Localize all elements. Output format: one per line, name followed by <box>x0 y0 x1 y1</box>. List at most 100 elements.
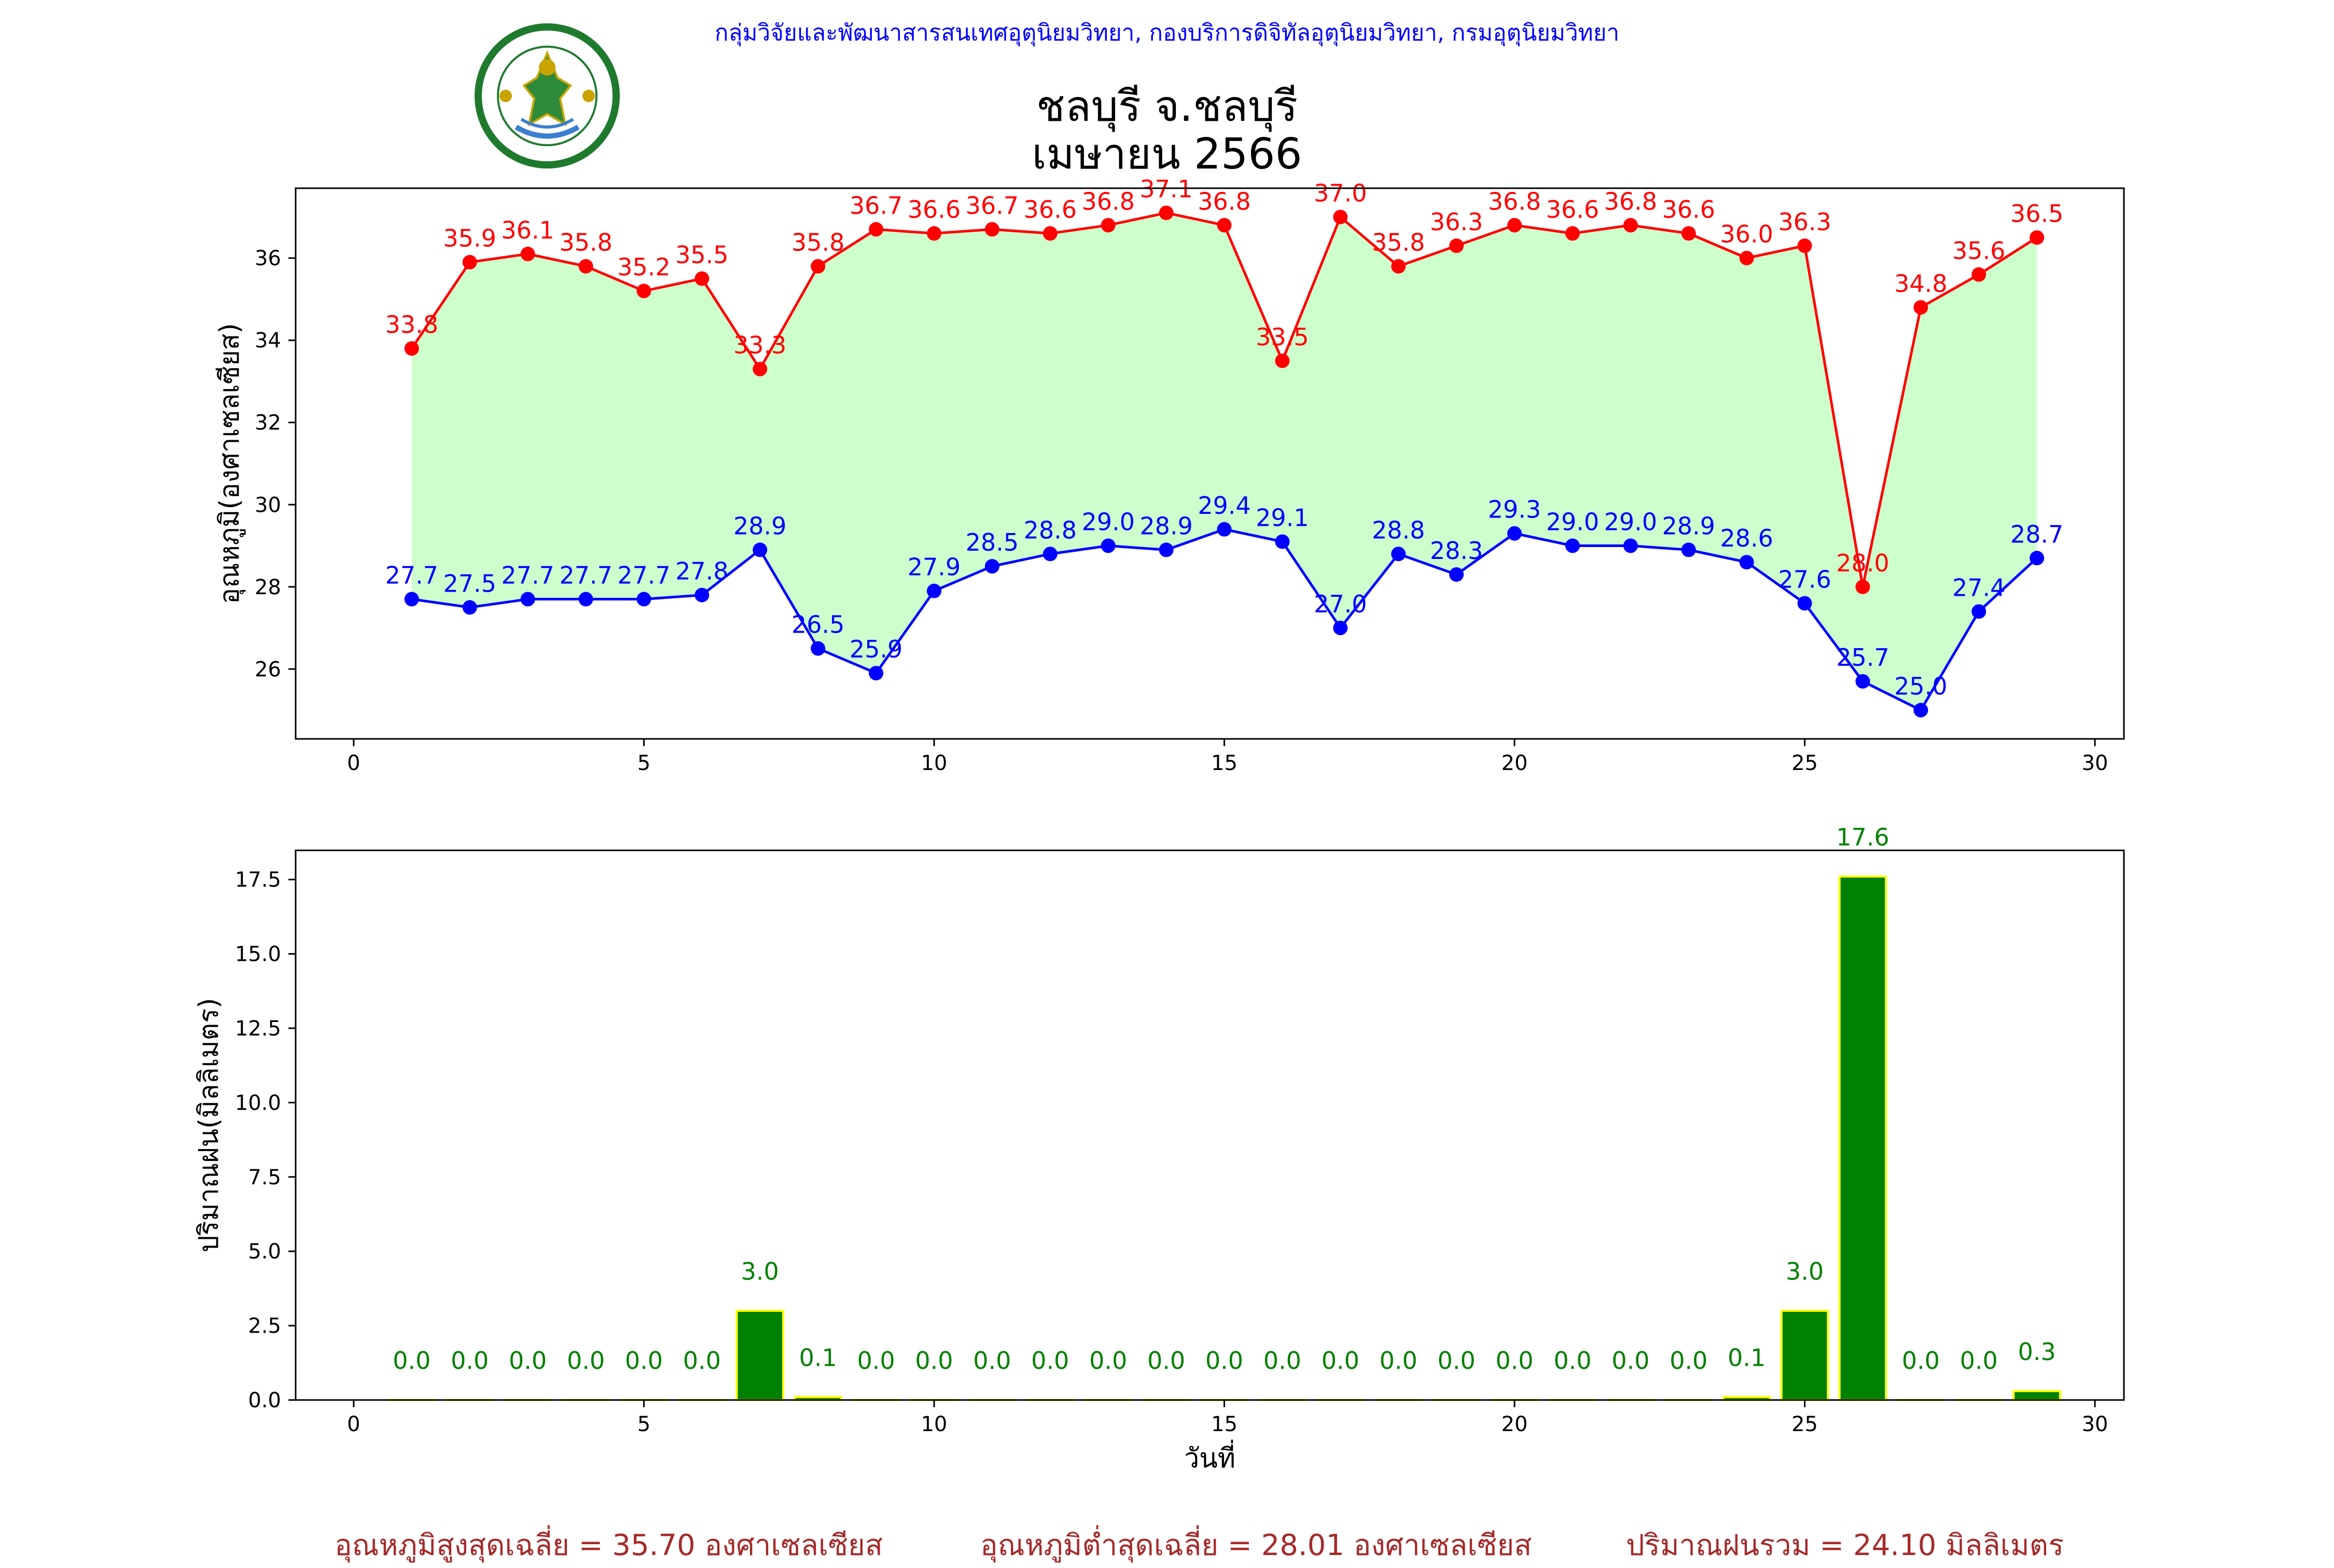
max-temp-point <box>463 255 477 270</box>
min-temp-label: 29.0 <box>1081 508 1134 536</box>
min-temp-label: 28.9 <box>1140 512 1192 540</box>
min-temp-label: 28.9 <box>733 512 786 540</box>
max-temp-label: 37.1 <box>1140 175 1192 203</box>
min-temp-label: 27.4 <box>1952 573 2005 601</box>
y-tick-label: 34 <box>255 329 281 353</box>
min-temp-label: 27.6 <box>1778 565 1831 593</box>
min-temp-point <box>1217 522 1231 537</box>
min-temp-point <box>753 542 767 557</box>
rain-value-label: 0.0 <box>1670 1347 1707 1375</box>
max-temp-point <box>1507 218 1522 232</box>
rain-value-label: 3.0 <box>1786 1257 1824 1285</box>
min-temp-label: 28.3 <box>1430 537 1483 565</box>
x-tick-label: 15 <box>1211 751 1238 775</box>
min-temp-label: 29.1 <box>1256 504 1309 532</box>
rain-value-label: 0.0 <box>683 1347 721 1375</box>
rain-value-label: 0.0 <box>1960 1347 1998 1375</box>
x-tick-label: 0 <box>347 1412 360 1436</box>
min-temp-label: 27.5 <box>443 569 496 597</box>
max-temp-label: 36.6 <box>1546 195 1599 223</box>
max-temp-label: 37.0 <box>1314 179 1367 207</box>
max-temp-point <box>1159 206 1174 220</box>
rain-value-label: 0.0 <box>1031 1347 1069 1375</box>
rain-value-label: 0.0 <box>973 1347 1011 1375</box>
min-temp-label: 28.6 <box>1720 524 1773 552</box>
min-temp-point <box>927 584 941 598</box>
summary-total-rain: ปริมาณฝนรวม = 24.10 มิลลิเมตร <box>1626 1522 2064 1568</box>
max-temp-label: 35.2 <box>617 253 670 281</box>
max-temp-label: 36.8 <box>1198 187 1251 215</box>
min-temp-point <box>1101 539 1116 553</box>
min-temp-point <box>1507 526 1522 541</box>
max-temp-point <box>753 362 767 376</box>
max-temp-label: 35.6 <box>1952 236 2005 264</box>
min-temp-point <box>636 592 651 607</box>
max-temp-label: 33.5 <box>1256 323 1309 351</box>
min-temp-label: 27.9 <box>908 553 961 581</box>
y-tick-label: 30 <box>255 493 281 517</box>
rain-value-label: 0.0 <box>857 1347 895 1375</box>
temperature-chart: 33.827.735.927.536.127.735.827.735.227.7… <box>214 175 2124 775</box>
max-temp-label: 36.6 <box>908 195 961 223</box>
rain-value-label: 0.0 <box>1322 1347 1359 1375</box>
x-tick-label: 30 <box>2082 1412 2108 1436</box>
min-temp-label: 25.0 <box>1894 673 1947 701</box>
x-tick-label: 20 <box>1502 1412 1528 1436</box>
max-temp-label: 36.3 <box>1778 208 1831 236</box>
y-tick-label: 5.0 <box>248 1240 281 1264</box>
min-temp-point <box>1159 542 1174 557</box>
max-temp-label: 36.8 <box>1488 187 1541 215</box>
min-temp-label: 27.7 <box>559 562 612 590</box>
min-temp-label: 29.0 <box>1604 508 1657 536</box>
min-temp-label: 28.8 <box>1372 516 1425 544</box>
x-tick-label: 25 <box>1791 1412 1818 1436</box>
x-tick-label: 15 <box>1211 1412 1238 1436</box>
max-temp-point <box>694 271 709 286</box>
rain-bar <box>2013 1391 2060 1400</box>
rain-value-label: 0.0 <box>915 1347 953 1375</box>
max-temp-point <box>1971 267 1986 282</box>
max-temp-label: 28.0 <box>1836 549 1889 577</box>
min-temp-point <box>1740 555 1754 569</box>
max-temp-point <box>1798 239 1812 253</box>
max-temp-point <box>636 284 651 298</box>
x-tick-label: 5 <box>637 751 650 775</box>
y-tick-label: 26 <box>255 657 281 681</box>
min-temp-point <box>1565 539 1580 553</box>
rain-value-label: 0.0 <box>451 1347 489 1375</box>
y-tick-label: 12.5 <box>235 1017 281 1041</box>
rain-value-label: 0.0 <box>1495 1347 1533 1375</box>
x-tick-label: 30 <box>2082 751 2108 775</box>
max-temp-point <box>1333 209 1347 224</box>
x-tick-label: 5 <box>637 1412 650 1436</box>
max-temp-label: 36.8 <box>1604 187 1657 215</box>
max-temp-point <box>1682 226 1696 241</box>
min-temp-label: 27.7 <box>501 562 554 590</box>
max-temp-label: 36.7 <box>966 191 1019 219</box>
max-temp-point <box>1623 218 1638 232</box>
min-temp-label: 25.9 <box>850 635 902 663</box>
y-tick-label: 36 <box>255 247 281 271</box>
max-temp-label: 36.0 <box>1720 220 1773 248</box>
rain-value-label: 0.0 <box>393 1347 430 1375</box>
y-tick-label: 28 <box>255 576 281 599</box>
rain-bar <box>1840 876 1886 1400</box>
min-temp-label: 29.3 <box>1488 496 1541 524</box>
rain-bar <box>737 1311 783 1400</box>
summary-avg-min-temp: อุณหภูมิต่ำสุดเฉลี่ย = 28.01 องศาเซลเซีย… <box>980 1522 1532 1568</box>
max-temp-point <box>1855 580 1870 594</box>
max-temp-label: 35.9 <box>443 225 496 253</box>
min-temp-point <box>2030 551 2044 565</box>
max-temp-point <box>1449 239 1464 253</box>
min-temp-point <box>1449 567 1464 582</box>
rain-value-label: 0.0 <box>1902 1347 1940 1375</box>
min-temp-label: 28.8 <box>1024 516 1077 544</box>
max-temp-label: 34.8 <box>1894 270 1947 298</box>
max-temp-point <box>2030 230 2044 245</box>
rain-value-label: 0.0 <box>1553 1347 1591 1375</box>
min-temp-point <box>1623 539 1638 553</box>
min-temp-point <box>579 592 593 607</box>
max-temp-label: 35.5 <box>675 241 728 269</box>
min-temp-label: 28.5 <box>966 528 1019 556</box>
